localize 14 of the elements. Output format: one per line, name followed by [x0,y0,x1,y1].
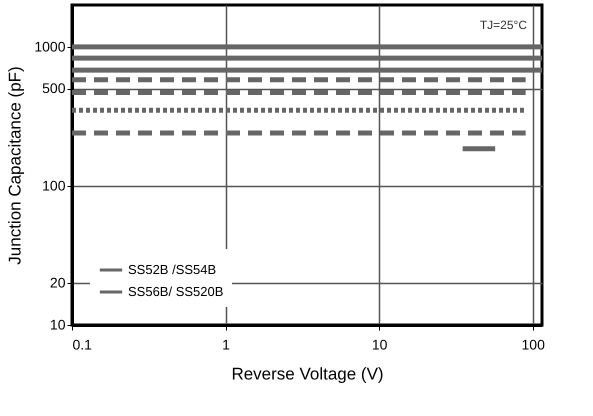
x-tick-label: 10 [372,336,388,352]
y-tick-label: 500 [42,80,66,96]
x-axis-title: Reverse Voltage (V) [231,364,384,384]
legend-label: SS56B/ SS520B [128,284,224,299]
y-tick-label: 100 [42,177,66,194]
y-tick-label: 20 [50,274,66,291]
y-axis-title: Junction Capacitance (pF) [5,66,24,265]
annotation: TJ=25°C [480,18,528,32]
y-tick-label: 1000 [34,38,66,54]
legend-label: SS52B /SS54B [128,262,216,277]
y-tick-label: 10 [50,316,66,332]
x-tick-label: 0.1 [72,336,92,352]
x-tick-label: 100 [522,336,546,352]
x-tick-label: 1 [222,336,230,352]
